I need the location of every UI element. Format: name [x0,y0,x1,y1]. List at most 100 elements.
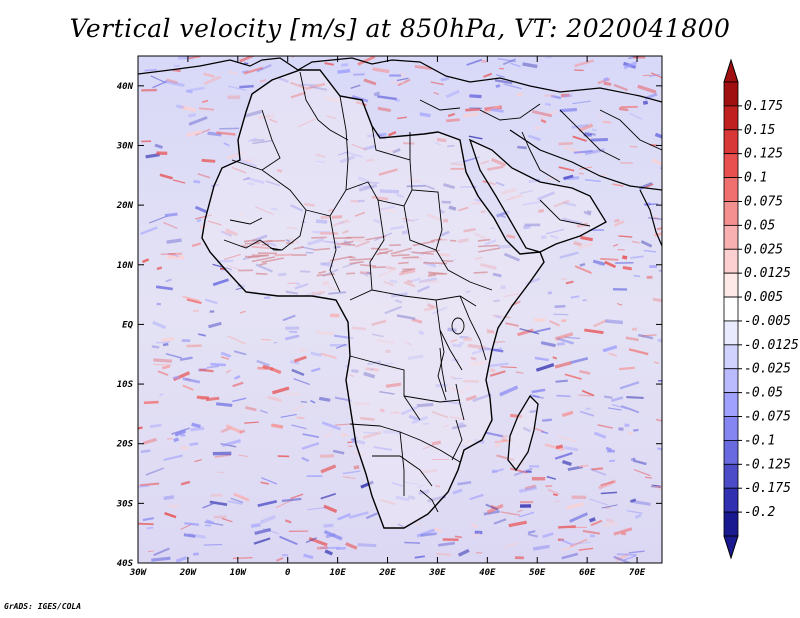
field-streak [640,240,653,248]
field-streak [580,235,594,242]
field-streak [495,84,501,88]
field-streak [558,435,577,443]
field-streak [561,278,567,281]
y-tick-label: 30N [116,141,134,151]
field-streak [605,446,613,452]
field-streak [186,344,202,348]
field-streak [282,553,289,557]
field-streak [466,58,483,66]
field-streak [207,131,222,137]
field-streak [377,95,398,101]
field-streak [203,543,223,546]
persia-coastline [509,129,662,191]
field-streak [539,109,558,120]
field-streak [183,533,196,538]
field-streak [515,371,524,374]
colorbar-swatch [723,463,739,489]
field-streak [572,135,587,142]
field-streak [142,517,154,522]
field-streak [483,72,493,78]
field-streak [621,405,640,414]
field-streak [613,527,633,536]
field-streak [608,352,617,357]
field-streak [138,522,154,526]
field-streak [261,477,278,485]
field-streak [600,491,618,495]
field-streak [534,126,541,130]
colorbar-label: 0.025 [744,242,783,257]
field-streak [578,172,584,175]
grads-credit: GrADS: IGES/COLA [4,602,82,611]
field-streak [164,512,177,519]
colorbar-swatch [723,296,739,322]
field-streak [584,131,596,136]
field-streak [310,351,322,357]
field-streak [489,362,509,368]
field-streak [515,556,524,560]
field-streak [198,333,206,337]
field-streak [600,257,619,261]
field-streak [638,182,653,191]
field-streak [649,265,657,268]
field-streak [651,158,662,167]
field-streak [254,527,272,536]
field-streak [558,166,575,172]
field-streak [598,479,617,490]
field-streak [475,552,483,554]
field-streak [143,400,159,405]
field-streak [546,475,557,480]
field-streak [570,356,589,364]
field-streak [173,437,180,443]
field-streak [261,338,271,341]
field-streak [588,229,604,231]
field-streak [210,362,226,367]
field-streak [630,255,644,259]
field-streak [520,504,532,508]
field-streak [489,370,506,377]
field-streak [561,552,579,560]
y-tick-label: 40S [117,559,134,569]
field-streak [560,93,570,98]
field-streak [195,128,211,136]
field-streak [532,544,550,551]
field-streak [188,532,206,539]
field-streak [329,344,348,347]
field-streak [585,407,591,411]
field-streak [396,77,409,82]
field-streak [289,330,298,333]
field-streak [267,395,282,403]
field-streak [601,504,618,509]
field-streak [335,423,354,426]
arabia-landmass [468,138,607,253]
colorbar-label: -0.025 [744,362,791,377]
colorbar-label: 0.0125 [744,266,791,281]
field-streak [438,541,456,547]
field-streak [621,255,628,260]
field-streak [634,513,642,519]
field-streak [189,442,199,446]
field-streak [563,174,574,180]
field-streak [321,421,342,431]
field-streak [315,331,334,335]
field-streak [197,173,211,179]
africa-landmass [201,69,545,529]
colorbar-bottom-arrow [723,535,739,560]
field-streak [372,67,390,74]
field-streak [558,142,574,146]
colorbar-label: -0.05 [744,386,783,401]
field-streak [323,433,332,438]
field-streak [623,555,636,561]
field-streak [545,485,553,488]
field-streak [162,342,169,347]
field-streak [528,465,540,468]
field-streak [591,467,604,471]
y-tick-label: 40N [117,82,134,92]
field-streak [188,116,208,126]
field-streak [160,253,176,255]
field-streak [593,431,607,439]
field-streak [641,334,657,337]
field-streak [518,485,538,494]
field-streak [300,401,308,403]
colorbar-label: -0.075 [744,410,791,425]
field-streak [490,504,497,510]
